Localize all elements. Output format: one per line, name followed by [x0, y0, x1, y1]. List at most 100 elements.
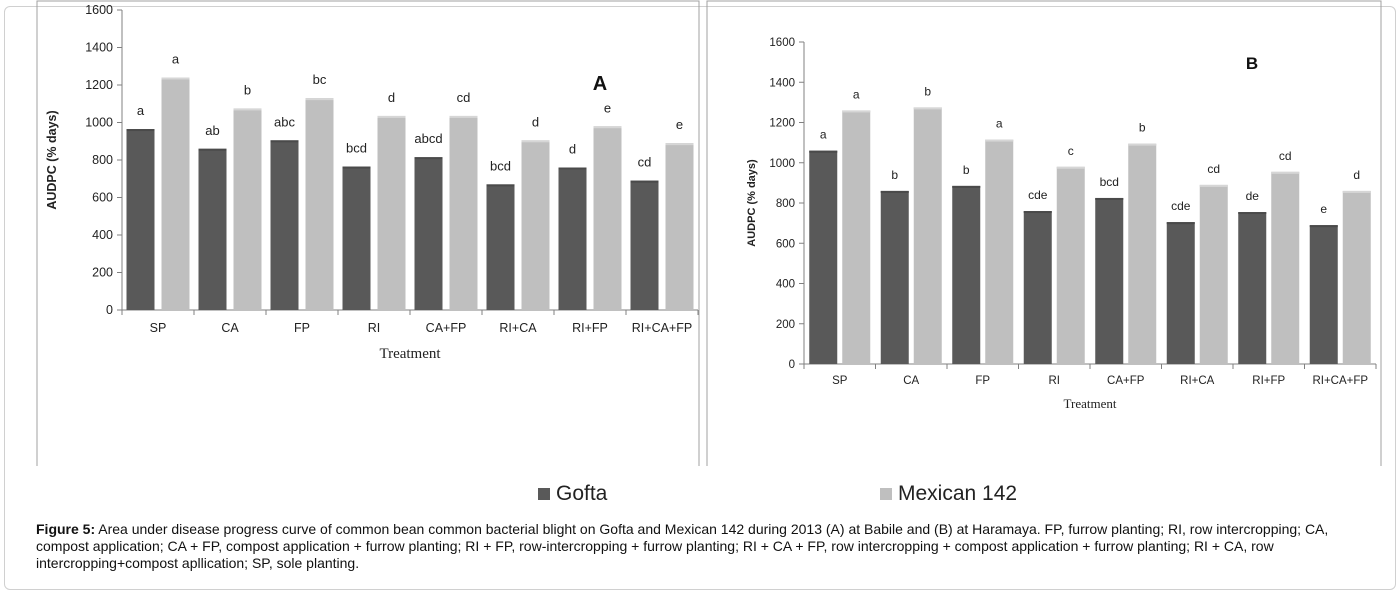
- chart-a-significance-letter: d: [569, 142, 576, 157]
- chart-b-bar-top-mexican: [1342, 190, 1371, 193]
- chart-b-bar-mexican: [1342, 190, 1371, 364]
- chart-a-bar-gofta: [342, 166, 371, 310]
- chart-b-bar-top-gofta: [1023, 211, 1052, 214]
- chart-b-significance-letter: cde: [1028, 188, 1048, 202]
- chart-a-y-tick-label: 1600: [85, 3, 113, 17]
- chart-a-bar-top-mexican: [377, 115, 406, 118]
- chart-b-bar-mexican: [842, 110, 871, 364]
- chart-b-category-label: RI+CA+FP: [1312, 375, 1368, 387]
- chart-a-bar-top-mexican: [665, 143, 694, 146]
- chart-a-bar-mexican: [161, 77, 190, 310]
- chart-a-significance-letter: cd: [638, 155, 652, 170]
- caption-text: Area under disease progress curve of com…: [36, 521, 1329, 571]
- chart-b-bar-top-gofta: [1095, 197, 1124, 200]
- chart-b-category-label: CA: [903, 375, 919, 387]
- chart-b-bar-mexican: [913, 107, 942, 364]
- chart-b-significance-letter: e: [1320, 202, 1327, 216]
- chart-a-bar-top-gofta: [270, 140, 299, 143]
- chart-b-category-label: SP: [832, 375, 848, 387]
- chart-a-bar-gofta: [558, 167, 587, 310]
- chart-a-bar-mexican: [449, 115, 478, 310]
- chart-a-bar-gofta: [126, 129, 155, 310]
- chart-a-significance-letter: a: [172, 52, 180, 67]
- chart-b-y-tick-label: 1400: [769, 77, 795, 89]
- chart-a-panel-label: A: [593, 73, 607, 95]
- caption-label: Figure 5:: [36, 521, 96, 537]
- chart-b-category-label: RI: [1049, 375, 1061, 387]
- chart-b-panel-label: B: [1246, 54, 1258, 73]
- chart-b-bar-top-mexican: [1271, 171, 1300, 174]
- chart-b-bar-top-mexican: [1199, 184, 1228, 187]
- chart-b-bar-top-mexican: [913, 107, 942, 110]
- chart-b-bar-top-mexican: [842, 110, 871, 113]
- chart-a-significance-letter: abc: [274, 114, 295, 129]
- chart-a-significance-letter: ab: [205, 123, 219, 138]
- chart-a-y-tick-label: 200: [92, 266, 113, 280]
- chart-b-bar-top-gofta: [952, 185, 981, 188]
- chart-a-category-label: RI+CA+FP: [632, 321, 692, 335]
- chart-a-bar-mexican: [665, 143, 694, 310]
- chart-b-category-label: FP: [975, 375, 990, 387]
- chart-b-significance-letter: a: [996, 117, 1003, 131]
- chart-b-y-tick-label: 200: [776, 319, 795, 331]
- figure-frame: [4, 6, 1396, 590]
- chart-a-bar-top-gofta: [126, 129, 155, 132]
- chart-a-y-tick-label: 400: [92, 228, 113, 242]
- chart-b-bar-top-gofta: [1309, 225, 1338, 228]
- chart-a-significance-letter: bcd: [490, 158, 511, 173]
- chart-a-significance-letter: bc: [313, 72, 327, 87]
- chart-b-significance-letter: b: [924, 84, 931, 98]
- legend-label-gofta: Gofta: [556, 482, 608, 505]
- chart-a-plot-border: [36, 0, 700, 466]
- chart-a-bar-mexican: [593, 126, 622, 310]
- chart-a-significance-letter: cd: [457, 90, 471, 105]
- chart-b-bar-gofta: [1095, 197, 1124, 364]
- chart-b-significance-letter: d: [1353, 168, 1360, 182]
- legend-item-mexican: Mexican 142: [880, 482, 1017, 506]
- chart-a-category-label: CA+FP: [426, 321, 467, 335]
- chart-b-bar-gofta: [880, 190, 909, 364]
- chart-a-bar-top-mexican: [593, 126, 622, 129]
- chart-a-bar-gofta: [486, 184, 515, 310]
- chart-a-bar-top-gofta: [558, 167, 587, 170]
- chart-b-bar-top-gofta: [1166, 222, 1195, 225]
- figure-caption: Figure 5: Area under disease progress cu…: [36, 521, 1356, 572]
- chart-a-bar-top-mexican: [233, 108, 262, 111]
- chart-a-bar-top-mexican: [521, 140, 550, 143]
- chart-a-significance-letter: bcd: [346, 141, 367, 156]
- chart-a-y-axis-label: AUDPC (% days): [45, 110, 59, 209]
- chart-b-y-tick-label: 800: [776, 198, 795, 210]
- chart-a-category-label: RI+CA: [499, 321, 537, 335]
- legend-item-gofta: Gofta: [538, 482, 607, 506]
- chart-a-significance-letter: e: [604, 100, 611, 115]
- chart-b-plot-border: [706, 0, 1382, 466]
- chart-b-bar-mexican: [1271, 171, 1300, 364]
- chart-b-significance-letter: cd: [1207, 162, 1220, 176]
- chart-a-significance-letter: a: [137, 103, 145, 118]
- chart-a-bar-mexican: [233, 108, 262, 310]
- chart-b-significance-letter: a: [853, 87, 860, 101]
- chart-b-significance-letter: a: [820, 128, 827, 142]
- chart-a-bar-top-mexican: [161, 77, 190, 80]
- chart-a-y-tick-label: 1200: [85, 78, 113, 92]
- chart-a-bar-top-gofta: [630, 180, 659, 183]
- legend: Gofta Mexican 142: [0, 482, 1398, 512]
- chart-b-category-label: CA+FP: [1107, 375, 1145, 387]
- chart-b-y-tick-label: 400: [776, 279, 795, 291]
- chart-a-category-label: SP: [150, 321, 167, 335]
- chart-a-bar-top-mexican: [449, 115, 478, 118]
- chart-b-significance-letter: de: [1246, 189, 1260, 203]
- chart-b-category-label: RI+FP: [1252, 375, 1285, 387]
- chart-a-bar-mexican: [521, 140, 550, 310]
- chart-a: 0 200 400 600 800 1000 1200 1400 1600 a a SP ab b CA ab…: [36, 0, 700, 466]
- chart-a-bar-mexican: [305, 98, 334, 310]
- chart-b-bar-gofta: [1166, 222, 1195, 364]
- chart-a-bar-top-gofta: [486, 184, 515, 187]
- chart-b-category-label: RI+CA: [1180, 375, 1215, 387]
- chart-b: 0 200 400 600 800 1000 1200 1400 1600 a a SP b b CA b a F…: [706, 0, 1382, 466]
- chart-b-x-axis-label: Treatment: [1064, 396, 1117, 411]
- chart-b-bar-top-mexican: [985, 139, 1014, 142]
- chart-b-y-tick-label: 1000: [769, 158, 795, 170]
- chart-b-bar-gofta: [952, 185, 981, 364]
- chart-b-bar-mexican: [1199, 184, 1228, 364]
